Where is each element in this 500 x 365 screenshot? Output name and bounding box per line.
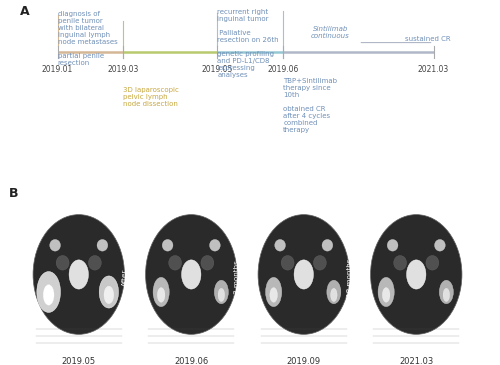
Text: 2021.03: 2021.03 bbox=[399, 357, 434, 365]
Ellipse shape bbox=[182, 260, 201, 289]
Ellipse shape bbox=[50, 239, 60, 251]
Ellipse shape bbox=[210, 239, 220, 251]
Text: TBP+Sintilimab
therapy since
10th

obtained CR
after 4 cycles
combined
therapy: TBP+Sintilimab therapy since 10th obtain… bbox=[283, 78, 337, 132]
Ellipse shape bbox=[330, 288, 337, 301]
Ellipse shape bbox=[443, 288, 450, 301]
Ellipse shape bbox=[266, 277, 281, 307]
Ellipse shape bbox=[387, 239, 398, 251]
Ellipse shape bbox=[158, 288, 165, 302]
Text: Sintilimab
continuous: Sintilimab continuous bbox=[311, 26, 350, 39]
Ellipse shape bbox=[97, 239, 108, 251]
Ellipse shape bbox=[99, 276, 118, 308]
Ellipse shape bbox=[274, 239, 285, 251]
Ellipse shape bbox=[434, 239, 446, 251]
Ellipse shape bbox=[146, 215, 237, 334]
Ellipse shape bbox=[201, 255, 214, 270]
Text: 2019.06: 2019.06 bbox=[268, 65, 299, 74]
Text: 2019.05: 2019.05 bbox=[62, 357, 96, 365]
Ellipse shape bbox=[426, 255, 439, 270]
Ellipse shape bbox=[382, 288, 390, 302]
Ellipse shape bbox=[322, 239, 333, 251]
Ellipse shape bbox=[162, 239, 173, 251]
Ellipse shape bbox=[56, 255, 69, 270]
Ellipse shape bbox=[33, 215, 124, 334]
Ellipse shape bbox=[440, 280, 454, 304]
Text: 2019.01: 2019.01 bbox=[42, 65, 73, 74]
Ellipse shape bbox=[314, 255, 326, 270]
Ellipse shape bbox=[281, 255, 294, 270]
Text: 2019.03: 2019.03 bbox=[108, 65, 139, 74]
Ellipse shape bbox=[44, 285, 54, 305]
Text: A: A bbox=[20, 5, 30, 18]
Ellipse shape bbox=[294, 260, 314, 289]
Ellipse shape bbox=[168, 255, 181, 270]
Ellipse shape bbox=[37, 272, 60, 312]
Text: 3 months: 3 months bbox=[234, 261, 240, 294]
Text: 2019.09: 2019.09 bbox=[286, 357, 321, 365]
Ellipse shape bbox=[406, 260, 426, 289]
Ellipse shape bbox=[104, 286, 114, 304]
Ellipse shape bbox=[327, 280, 341, 304]
Ellipse shape bbox=[270, 288, 278, 302]
Ellipse shape bbox=[218, 288, 224, 301]
Text: sustained CR: sustained CR bbox=[406, 36, 451, 42]
Text: 2021.03: 2021.03 bbox=[418, 65, 449, 74]
Ellipse shape bbox=[214, 280, 228, 304]
Ellipse shape bbox=[69, 260, 88, 289]
Text: recurrent right
inguinal tumor

 Palliative
resection on 26th

genetic profiling: recurrent right inguinal tumor Palliativ… bbox=[218, 9, 279, 78]
Text: After: After bbox=[122, 269, 128, 286]
Ellipse shape bbox=[378, 277, 394, 307]
Text: Before: Before bbox=[9, 265, 15, 289]
Ellipse shape bbox=[394, 255, 406, 270]
Ellipse shape bbox=[258, 215, 350, 334]
Text: diagnosis of
penile tumor
with bilateral
inguinal lymph
node metastases

partial: diagnosis of penile tumor with bilateral… bbox=[58, 11, 118, 66]
Ellipse shape bbox=[153, 277, 169, 307]
Text: 3D laparoscopic
pelvic lymph
node dissection: 3D laparoscopic pelvic lymph node dissec… bbox=[124, 87, 180, 107]
Ellipse shape bbox=[370, 215, 462, 334]
Text: B: B bbox=[9, 187, 18, 200]
Text: 18 months: 18 months bbox=[346, 258, 352, 297]
Ellipse shape bbox=[88, 255, 102, 270]
Text: 2019.06: 2019.06 bbox=[174, 357, 208, 365]
Text: 2019.05: 2019.05 bbox=[202, 65, 233, 74]
